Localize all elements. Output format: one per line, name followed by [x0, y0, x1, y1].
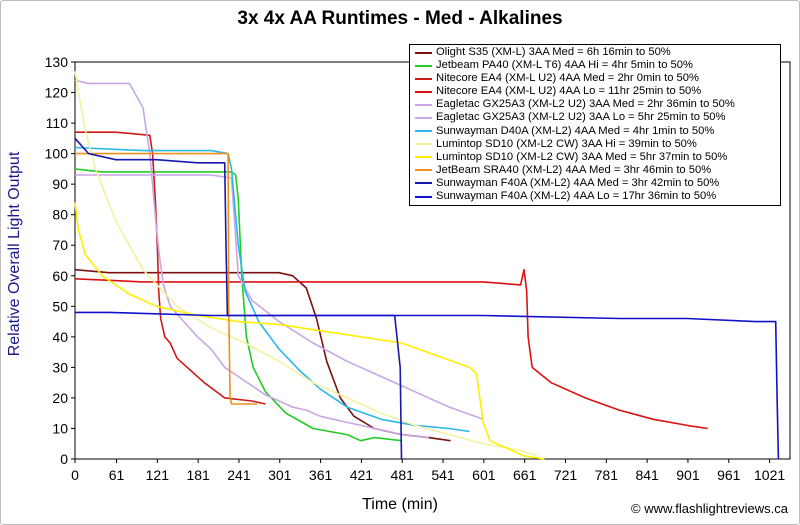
credit-text: © www.flashlightreviews.ca [631, 501, 788, 516]
y-axis-ticks: 0 10 20 30 40 50 60 70 80 90 100 110 120 130 [45, 54, 75, 467]
series-line-5 [74, 79, 429, 439]
x-tick-label: 601 [472, 467, 496, 483]
legend-item: Jetbeam PA40 (XM-L T6) 4AA Hi = 4hr 5min… [410, 59, 780, 72]
legend-label: Nitecore EA4 (XM-L U2) 4AA Lo = 11hr 25m… [436, 85, 702, 98]
x-tick-label: 301 [268, 467, 292, 483]
series-line-4 [74, 268, 708, 430]
y-tick-label: 60 [52, 268, 68, 284]
legend-swatch [415, 156, 432, 159]
legend-item: Eagletac GX25A3 (XM-L2 U2) 3AA Lo = 5hr … [410, 111, 780, 124]
x-tick-label: 0 [71, 467, 79, 483]
legend-label: Eagletac GX25A3 (XM-L2 U2) 3AA Med = 2hr… [436, 98, 735, 111]
x-tick-label: 241 [227, 467, 251, 483]
legend-swatch [415, 169, 432, 172]
series-line-9 [74, 202, 545, 460]
y-tick-label: 30 [52, 359, 68, 375]
x-tick-label: 541 [431, 467, 455, 483]
series-lines [74, 71, 780, 460]
legend-item: JetBeam SRA40 (XM-L2) 4AA Med = 3hr 46mi… [410, 164, 780, 177]
x-tick-label: 421 [350, 467, 374, 483]
series-line-10 [75, 152, 258, 405]
x-tick-label: 1021 [754, 467, 785, 483]
x-tick-label: 61 [109, 467, 125, 483]
legend-item: Olight S35 (XM-L) 3AA Med = 6h 16min to … [410, 46, 780, 59]
y-tick-label: 20 [52, 390, 68, 406]
legend-item: Lumintop SD10 (XM-L2 CW) 3AA Hi = 39min … [410, 138, 780, 151]
legend-item: Eagletac GX25A3 (XM-L2 U2) 3AA Med = 2hr… [410, 98, 780, 111]
x-axis-label: Time (min) [362, 496, 438, 513]
x-tick-label: 901 [676, 467, 700, 483]
x-axis-ticks: 0 61 121 181 241 301 361 421 481 541 601 661 721 781 8… [71, 459, 785, 483]
y-tick-label: 100 [45, 146, 69, 162]
x-tick-label: 841 [635, 467, 659, 483]
y-tick-label: 0 [60, 451, 68, 467]
y-tick-label: 70 [52, 237, 68, 253]
legend-item: Nitecore EA4 (XM-L U2) 4AA Lo = 11hr 25m… [410, 85, 780, 98]
legend-swatch [415, 117, 432, 120]
legend-label: JetBeam SRA40 (XM-L2) 4AA Med = 3hr 46mi… [436, 163, 712, 176]
legend-label: Nitecore EA4 (XM-L U2) 4AA Med = 2hr 0mi… [436, 72, 699, 85]
legend-swatch [415, 130, 432, 133]
x-tick-label: 721 [554, 467, 578, 483]
legend-item: Sunwayman D40A (XM-L2) 4AA Med = 4hr 1mi… [410, 125, 780, 138]
x-tick-label: 781 [595, 467, 619, 483]
legend-label: Eagletac GX25A3 (XM-L2 U2) 3AA Lo = 5hr … [436, 111, 726, 124]
series-line-2 [74, 168, 402, 442]
x-tick-label: 481 [391, 467, 415, 483]
y-tick-label: 40 [52, 329, 68, 345]
legend: Olight S35 (XM-L) 3AA Med = 6h 16min to … [409, 44, 781, 207]
y-tick-label: 50 [52, 298, 68, 314]
x-tick-label: 181 [186, 467, 210, 483]
legend-swatch [415, 103, 432, 106]
legend-item: Sunwayman F40A (XM-L2) 4AA Lo = 17hr 36m… [410, 190, 780, 203]
x-tick-label: 661 [513, 467, 537, 483]
legend-label: Sunwayman F40A (XM-L2) 4AA Med = 3hr 42m… [436, 176, 720, 189]
legend-swatch [415, 182, 432, 185]
x-tick-label: 961 [717, 467, 741, 483]
y-tick-label: 130 [45, 54, 69, 70]
y-tick-label: 120 [45, 85, 69, 101]
series-line-12 [75, 311, 780, 460]
x-tick-label: 121 [146, 467, 170, 483]
x-tick-label: 361 [309, 467, 333, 483]
series-line-6 [75, 174, 484, 421]
legend-label: Lumintop SD10 (XM-L2 CW) 3AA Med = 5hr 3… [436, 150, 728, 163]
series-line-7 [74, 146, 470, 433]
y-tick-label: 90 [52, 176, 68, 192]
legend-item: Sunwayman F40A (XM-L2) 4AA Med = 3hr 42m… [410, 177, 780, 190]
series-line-8 [74, 71, 538, 457]
legend-label: Sunwayman F40A (XM-L2) 4AA Lo = 17hr 36m… [436, 190, 717, 203]
legend-label: Sunwayman D40A (XM-L2) 4AA Med = 4hr 1mi… [436, 124, 715, 137]
legend-swatch [415, 195, 432, 198]
legend-swatch [415, 51, 432, 54]
legend-swatch [415, 77, 432, 80]
legend-label: Jetbeam PA40 (XM-L T6) 4AA Hi = 4hr 5min… [436, 59, 693, 72]
chart-title: 3x 4x AA Runtimes - Med - Alkalines [237, 8, 563, 29]
y-tick-label: 10 [52, 420, 68, 436]
legend-item: Nitecore EA4 (XM-L U2) 4AA Med = 2hr 0mi… [410, 72, 780, 85]
legend-swatch [415, 90, 432, 93]
series-line-11 [74, 137, 403, 460]
series-line-3 [75, 131, 266, 405]
y-tick-label: 80 [52, 207, 68, 223]
legend-label: Olight S35 (XM-L) 3AA Med = 6h 16min to … [436, 46, 671, 58]
legend-label: Lumintop SD10 (XM-L2 CW) 3AA Hi = 39min … [436, 137, 697, 150]
y-tick-label: 110 [46, 115, 69, 131]
legend-swatch [415, 143, 432, 146]
legend-swatch [415, 64, 432, 67]
legend-item: Lumintop SD10 (XM-L2 CW) 3AA Med = 5hr 3… [410, 151, 780, 164]
